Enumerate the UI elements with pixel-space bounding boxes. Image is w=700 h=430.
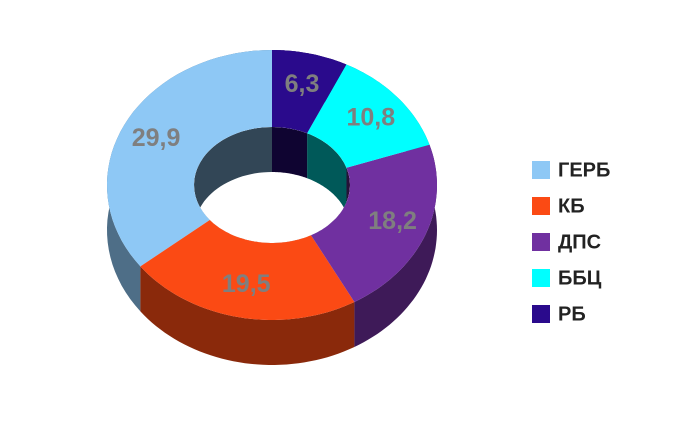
- legend: ГЕРБ КБ ДПС ББЦ РБ: [532, 159, 610, 325]
- legend-swatch: [532, 305, 550, 323]
- legend-label: ББЦ: [558, 267, 602, 289]
- slice-side: [140, 266, 355, 365]
- legend-swatch: [532, 269, 550, 287]
- inner-wall: [194, 127, 272, 243]
- slice: [311, 144, 437, 302]
- slices: [107, 50, 437, 320]
- legend-swatch: [532, 161, 550, 179]
- value-label: 18,2: [368, 207, 417, 235]
- value-label: 10,8: [346, 103, 395, 131]
- value-label: 19,5: [222, 270, 271, 298]
- inner-wall: [272, 127, 308, 179]
- legend-swatch: [532, 233, 550, 251]
- legend-label: РБ: [558, 303, 586, 325]
- legend-label: ГЕРБ: [558, 159, 610, 181]
- slice: [107, 50, 272, 267]
- slice: [140, 220, 355, 320]
- value-label: 29,9: [132, 124, 181, 152]
- slice: [272, 50, 347, 134]
- slice: [307, 64, 430, 168]
- value-labels: 29,9 19,5 18,2 10,8 6,3: [132, 70, 417, 298]
- value-label: 6,3: [285, 70, 320, 98]
- legend-swatch: [532, 197, 550, 215]
- legend-label: ДПС: [558, 231, 601, 253]
- inner-wall: [307, 133, 347, 213]
- slice-side: [354, 144, 437, 347]
- legend-label: КБ: [558, 195, 585, 217]
